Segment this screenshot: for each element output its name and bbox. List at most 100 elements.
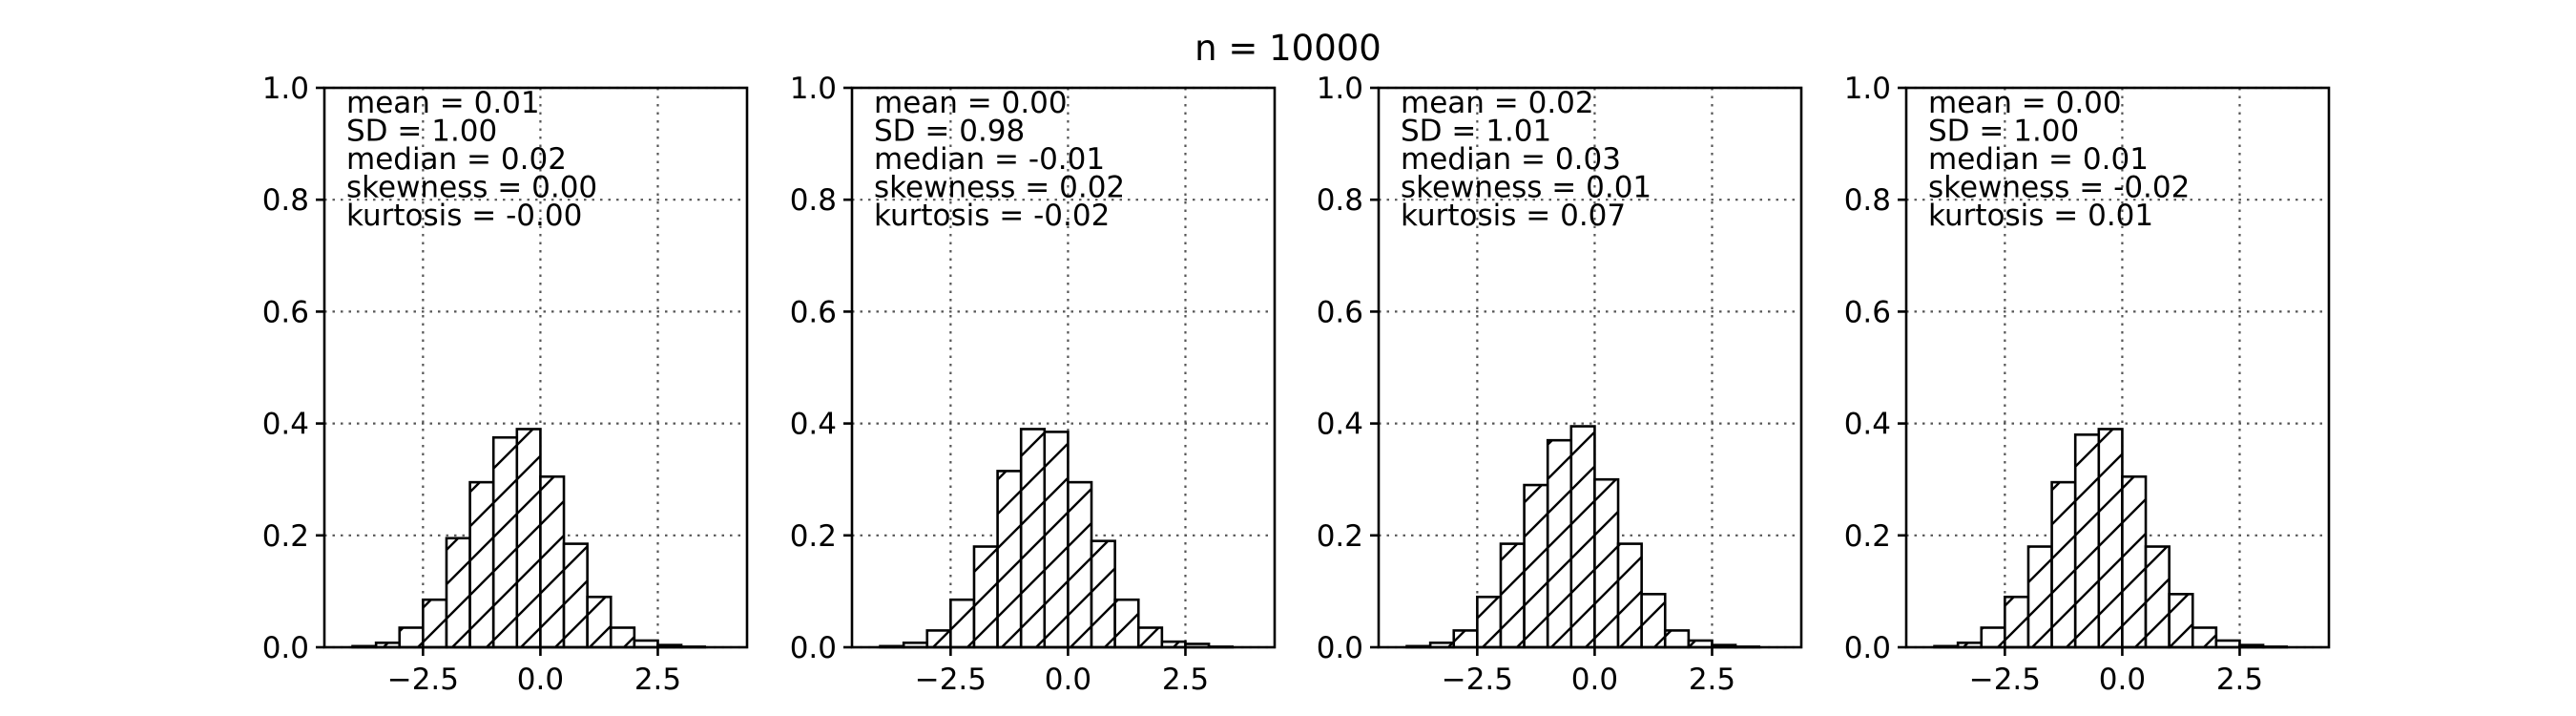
stat-annotation: mean = 0.02	[1401, 86, 1594, 120]
y-tick-label: 0.0	[1844, 631, 1891, 665]
y-tick-label: 0.4	[1317, 408, 1363, 442]
y-tick-label: 0.8	[790, 183, 837, 218]
y-tick-label: 0.2	[790, 519, 837, 554]
histogram-bar	[925, 629, 952, 649]
stat-annotation: kurtosis = -0.00	[346, 199, 582, 233]
histogram-bar	[398, 626, 425, 649]
histogram-bar	[972, 545, 999, 649]
histogram-bar	[1593, 477, 1620, 649]
histogram-bar	[2097, 428, 2124, 649]
stat-annotation: SD = 1.00	[1928, 115, 2079, 149]
x-tick-label: 0.0	[1045, 663, 1091, 697]
stat-annotation: SD = 0.98	[874, 115, 1025, 149]
y-tick-label: 1.0	[1844, 72, 1891, 106]
histogram-bar	[468, 480, 495, 649]
histogram-bar	[2144, 545, 2171, 649]
y-tick-label: 0.6	[1844, 295, 1891, 329]
stat-annotation: median = 0.02	[346, 142, 567, 177]
y-tick-label: 0.0	[1317, 631, 1363, 665]
histogram-panel-4: 0.0 0.2 0.4 0.6 0.8 1.0 −2.5 0.0 2.5 mean = 0.00S…	[1844, 72, 2331, 697]
axes-frame	[322, 86, 749, 649]
histogram-bar	[1499, 542, 1526, 649]
x-tick-label: −2.5	[915, 663, 987, 697]
histogram-bar	[1136, 626, 1164, 649]
axes-frame	[850, 86, 1277, 649]
histogram-bar	[515, 428, 542, 649]
histogram-bar	[1546, 438, 1573, 649]
x-tick-label: 2.5	[634, 663, 681, 697]
histogram-bar	[2168, 593, 2194, 649]
x-tick-label: 0.0	[517, 663, 564, 697]
y-tick-label: 0.2	[1844, 519, 1891, 554]
y-tick-label: 0.4	[262, 408, 309, 442]
stat-annotation: mean = 0.00	[1928, 86, 2122, 120]
y-tick-label: 1.0	[262, 72, 309, 106]
histogram-panel-3: 0.0 0.2 0.4 0.6 0.8 1.0 −2.5 0.0 2.5 mean = 0.02S…	[1317, 72, 1803, 697]
stat-annotation: skewness = -0.02	[1928, 171, 2190, 205]
histogram-bar	[2191, 626, 2218, 649]
y-tick-label: 1.0	[1317, 72, 1363, 106]
histogram-bar	[491, 435, 519, 649]
histogram-bar	[1452, 629, 1479, 649]
histogram-bar	[1640, 593, 1667, 649]
histogram-bar	[1569, 425, 1596, 649]
figure-title: n = 10000	[1195, 28, 1381, 69]
histogram-bar	[1090, 539, 1116, 649]
x-tick-label: −2.5	[387, 663, 459, 697]
histogram-bar	[422, 598, 448, 649]
y-tick-label: 0.4	[1844, 408, 1891, 442]
stat-annotation: median = -0.01	[874, 142, 1105, 177]
y-tick-label: 0.6	[790, 295, 837, 329]
histogram-bar	[562, 542, 589, 649]
x-tick-label: 0.0	[2099, 663, 2146, 697]
histogram-bar	[2004, 595, 2030, 649]
x-tick-label: −2.5	[1442, 663, 1513, 697]
histogram-bar	[1980, 626, 2006, 649]
y-tick-label: 0.4	[790, 408, 837, 442]
x-tick-label: 2.5	[1689, 663, 1735, 697]
stat-annotation: median = 0.03	[1401, 142, 1621, 177]
stat-annotation: median = 0.01	[1928, 142, 2149, 177]
stat-annotation: skewness = 0.02	[874, 171, 1125, 205]
histogram-bar	[2121, 474, 2148, 649]
histogram-bar	[445, 537, 471, 649]
histogram-bar	[1019, 428, 1047, 649]
histogram-bar	[609, 626, 636, 649]
histogram-bar	[2050, 480, 2077, 649]
y-tick-label: 0.8	[1844, 183, 1891, 218]
y-tick-label: 0.0	[790, 631, 837, 665]
histogram-bar	[1616, 542, 1643, 649]
stat-annotation: kurtosis = 0.01	[1928, 199, 2153, 233]
histogram-panel-1: 0.0 0.2 0.4 0.6 0.8 1.0 −2.5 0.0 2.5 mean = 0.01S…	[262, 72, 749, 697]
stat-annotation: SD = 1.01	[1401, 115, 1551, 149]
stat-annotation: skewness = 0.01	[1401, 171, 1652, 205]
histogram-bar	[1043, 431, 1070, 649]
y-tick-label: 0.8	[262, 183, 309, 218]
histogram-panel-2: 0.0 0.2 0.4 0.6 0.8 1.0 −2.5 0.0 2.5 mean = 0.00S…	[790, 72, 1277, 697]
histogram-bar	[949, 598, 976, 649]
stat-annotation: SD = 1.00	[346, 115, 497, 149]
histogram-bar	[996, 470, 1023, 649]
x-tick-label: 2.5	[1162, 663, 1209, 697]
axes-frame	[1904, 86, 2331, 649]
histogram-bar	[1113, 598, 1140, 649]
stat-annotation: mean = 0.00	[874, 86, 1068, 120]
y-tick-label: 0.2	[262, 519, 309, 554]
x-tick-label: −2.5	[1969, 663, 2041, 697]
stat-annotation: kurtosis = -0.02	[874, 199, 1110, 233]
y-tick-label: 0.6	[262, 295, 309, 329]
x-tick-label: 0.0	[1571, 663, 1618, 697]
stat-annotation: skewness = 0.00	[346, 171, 597, 205]
axes-frame	[1377, 86, 1803, 649]
histogram-bar	[539, 474, 566, 649]
y-tick-label: 0.2	[1317, 519, 1363, 554]
stat-annotation: kurtosis = 0.07	[1401, 199, 1626, 233]
histogram-bar	[1067, 480, 1093, 649]
histogram-bar	[2073, 433, 2101, 649]
y-tick-label: 0.0	[262, 631, 309, 665]
histogram-bar	[1476, 595, 1503, 649]
histogram-bar	[1663, 629, 1691, 649]
y-tick-label: 1.0	[790, 72, 837, 106]
